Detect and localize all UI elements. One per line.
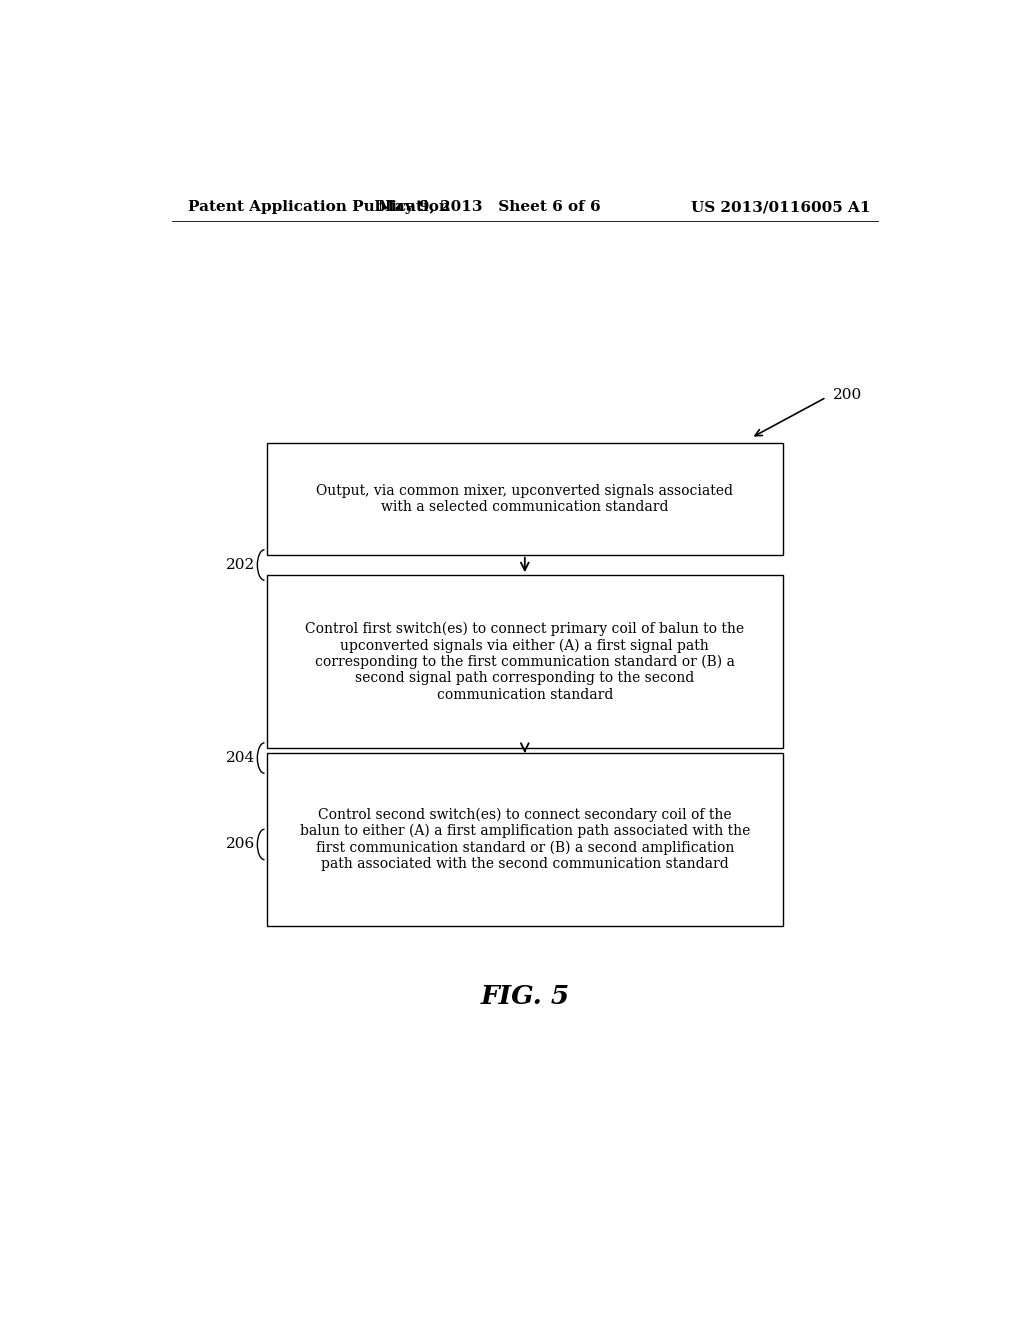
Text: Output, via common mixer, upconverted signals associated
with a selected communi: Output, via common mixer, upconverted si… xyxy=(316,484,733,513)
Text: Control second switch(es) to connect secondary coil of the
balun to either (A) a: Control second switch(es) to connect sec… xyxy=(300,808,750,871)
Text: Patent Application Publication: Patent Application Publication xyxy=(187,201,450,214)
Bar xyxy=(267,444,782,554)
Text: 204: 204 xyxy=(225,751,255,766)
Text: FIG. 5: FIG. 5 xyxy=(480,985,569,1010)
Bar xyxy=(267,752,782,925)
Text: 206: 206 xyxy=(225,837,255,851)
Text: US 2013/0116005 A1: US 2013/0116005 A1 xyxy=(690,201,870,214)
Text: May 9, 2013   Sheet 6 of 6: May 9, 2013 Sheet 6 of 6 xyxy=(378,201,600,214)
Bar xyxy=(267,576,782,748)
Text: 200: 200 xyxy=(833,388,862,403)
Text: Control first switch(es) to connect primary coil of balun to the
upconverted sig: Control first switch(es) to connect prim… xyxy=(305,622,744,702)
Text: 202: 202 xyxy=(225,558,255,572)
